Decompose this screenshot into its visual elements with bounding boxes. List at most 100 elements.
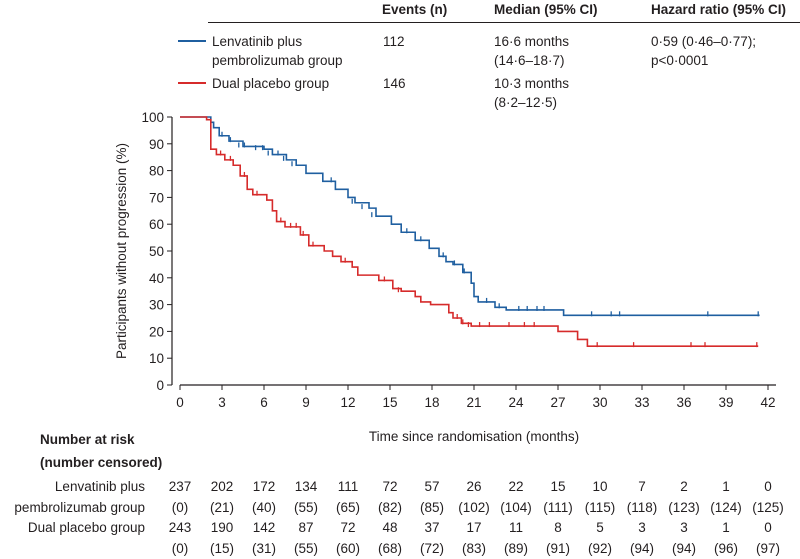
risk-heading-2: (number censored) bbox=[40, 455, 163, 470]
risk-label-lenvatinib-2: pembrolizumab group bbox=[14, 500, 145, 515]
risk-cell-0-at_risk-5: 72 bbox=[382, 479, 398, 494]
events-lenvatinib: 112 bbox=[383, 34, 405, 49]
risk-cell-0-censored-6: (85) bbox=[419, 500, 444, 515]
risk-cell-0-at_risk-11: 7 bbox=[638, 479, 646, 494]
risk-cell-0-at_risk-7: 26 bbox=[466, 479, 482, 494]
km-curve-0 bbox=[180, 116, 760, 317]
risk-cell-0-at_risk-10: 10 bbox=[592, 479, 608, 494]
x-tick-label-8: 24 bbox=[508, 395, 524, 410]
y-axis-label: Participants without progression (%) bbox=[114, 143, 129, 359]
risk-cell-0-at_risk-2: 172 bbox=[252, 479, 276, 494]
risk-cell-0-censored-4: (65) bbox=[335, 500, 360, 515]
x-tick-label-13: 39 bbox=[718, 395, 733, 410]
legend-label-lenvatinib-2: pembrolizumab group bbox=[212, 53, 343, 68]
header-events: Events (n) bbox=[382, 2, 448, 17]
y-tick-label-10: 100 bbox=[141, 110, 164, 125]
risk-cell-1-censored-14: (97) bbox=[755, 541, 780, 556]
risk-cell-1-at_risk-10: 5 bbox=[596, 520, 604, 535]
risk-cell-0-censored-11: (118) bbox=[626, 500, 658, 515]
risk-cell-1-at_risk-3: 87 bbox=[298, 520, 314, 535]
y-tick-label-8: 80 bbox=[149, 164, 164, 179]
risk-cell-1-censored-10: (92) bbox=[587, 541, 612, 556]
median-placebo-2: (8·2–12·5) bbox=[494, 95, 558, 110]
risk-cell-0-censored-13: (124) bbox=[710, 500, 742, 515]
legend-label-placebo: Dual placebo group bbox=[212, 76, 330, 91]
risk-cell-0-censored-10: (115) bbox=[584, 500, 616, 515]
x-tick-label-0: 0 bbox=[176, 395, 184, 410]
events-placebo: 146 bbox=[383, 76, 406, 91]
y-tick-label-0: 0 bbox=[156, 378, 164, 393]
y-tick-label-2: 20 bbox=[149, 324, 164, 339]
risk-cell-1-at_risk-6: 37 bbox=[424, 520, 440, 535]
y-tick-label-3: 30 bbox=[149, 298, 164, 313]
risk-cell-0-censored-3: (55) bbox=[293, 500, 318, 515]
risk-heading-1: Number at risk bbox=[40, 432, 135, 447]
risk-cell-0-censored-14: (125) bbox=[752, 500, 784, 515]
risk-label-lenvatinib-1: Lenvatinib plus bbox=[54, 479, 145, 494]
risk-cell-0-censored-8: (104) bbox=[500, 500, 532, 515]
risk-cell-1-at_risk-11: 3 bbox=[638, 520, 646, 535]
risk-cell-1-at_risk-5: 48 bbox=[382, 520, 398, 535]
x-tick-label-10: 30 bbox=[592, 395, 607, 410]
risk-cell-1-censored-7: (83) bbox=[461, 541, 486, 556]
risk-cell-0-at_risk-1: 202 bbox=[210, 479, 234, 494]
risk-cell-0-censored-2: (40) bbox=[251, 500, 276, 515]
risk-cell-1-censored-1: (15) bbox=[209, 541, 234, 556]
risk-cell-1-at_risk-0: 243 bbox=[168, 520, 192, 535]
x-tick-label-2: 6 bbox=[260, 395, 268, 410]
risk-cell-0-censored-0: (0) bbox=[171, 500, 189, 515]
risk-cell-0-censored-12: (123) bbox=[668, 500, 700, 515]
risk-cell-0-at_risk-3: 134 bbox=[294, 479, 318, 494]
risk-cell-0-at_risk-9: 15 bbox=[550, 479, 566, 494]
x-axis-label: Time since randomisation (months) bbox=[369, 429, 579, 444]
risk-cell-0-at_risk-4: 111 bbox=[337, 479, 359, 494]
risk-cell-1-censored-4: (60) bbox=[335, 541, 360, 556]
risk-cell-1-censored-12: (94) bbox=[671, 541, 696, 556]
risk-cell-0-censored-1: (21) bbox=[209, 500, 234, 515]
risk-cell-1-censored-5: (68) bbox=[377, 541, 402, 556]
risk-cell-0-at_risk-6: 57 bbox=[424, 479, 440, 494]
p-value: p<0·0001 bbox=[651, 53, 709, 68]
risk-cell-0-censored-7: (102) bbox=[458, 500, 490, 515]
risk-cell-1-at_risk-4: 72 bbox=[340, 520, 356, 535]
header-hazard-ratio: Hazard ratio (95% CI) bbox=[651, 2, 787, 17]
risk-cell-1-censored-13: (96) bbox=[713, 541, 738, 556]
legend-swatch-placebo bbox=[178, 82, 206, 84]
risk-cell-1-censored-6: (72) bbox=[419, 541, 444, 556]
x-tick-label-1: 3 bbox=[218, 395, 226, 410]
risk-cell-1-at_risk-9: 8 bbox=[554, 520, 562, 535]
median-placebo-1: 10·3 months bbox=[494, 76, 570, 91]
median-lenvatinib-2: (14·6–18·7) bbox=[494, 53, 565, 68]
risk-cell-1-censored-2: (31) bbox=[251, 541, 276, 556]
axes: 0 3 6 9 12 15 18 21 24 27 30 33 36 39 4201020304050607… bbox=[114, 110, 776, 444]
x-tick-label-4: 12 bbox=[340, 395, 355, 410]
legend-swatch-lenvatinib bbox=[178, 40, 206, 42]
risk-cell-1-censored-9: (91) bbox=[545, 541, 570, 556]
risk-cell-0-at_risk-12: 2 bbox=[680, 479, 688, 494]
risk-cell-1-censored-11: (94) bbox=[629, 541, 654, 556]
risk-cell-1-censored-8: (89) bbox=[503, 541, 528, 556]
x-tick-label-12: 36 bbox=[676, 395, 691, 410]
legend-label-lenvatinib-1: Lenvatinib plus bbox=[212, 34, 303, 49]
risk-cell-0-at_risk-8: 22 bbox=[508, 479, 524, 494]
header-rule bbox=[208, 22, 800, 23]
risk-cell-0-censored-5: (82) bbox=[377, 500, 402, 515]
risk-cell-1-at_risk-1: 190 bbox=[210, 520, 234, 535]
y-tick-label-7: 70 bbox=[149, 190, 164, 205]
km-curve-1 bbox=[180, 116, 759, 347]
x-tick-label-5: 15 bbox=[382, 395, 397, 410]
y-tick-label-5: 50 bbox=[149, 244, 164, 259]
risk-cell-1-at_risk-12: 3 bbox=[680, 520, 688, 535]
y-tick-label-4: 40 bbox=[149, 271, 164, 286]
risk-label-placebo: Dual placebo group bbox=[27, 520, 145, 535]
km-plot: 0 3 6 9 12 15 18 21 24 27 30 33 36 39 4201020304050607… bbox=[114, 110, 776, 444]
risk-cell-1-at_risk-13: 1 bbox=[722, 520, 730, 535]
hazard-ratio-value: 0·59 (0·46–0·77); bbox=[651, 34, 757, 49]
y-tick-label-9: 90 bbox=[149, 137, 164, 152]
risk-cell-0-at_risk-14: 0 bbox=[764, 479, 772, 494]
risk-cell-0-at_risk-13: 1 bbox=[722, 479, 730, 494]
risk-cell-0-censored-9: (111) bbox=[543, 500, 573, 515]
risk-cell-1-at_risk-7: 17 bbox=[466, 520, 482, 535]
x-tick-label-11: 33 bbox=[634, 395, 649, 410]
header-median: Median (95% CI) bbox=[494, 2, 598, 17]
